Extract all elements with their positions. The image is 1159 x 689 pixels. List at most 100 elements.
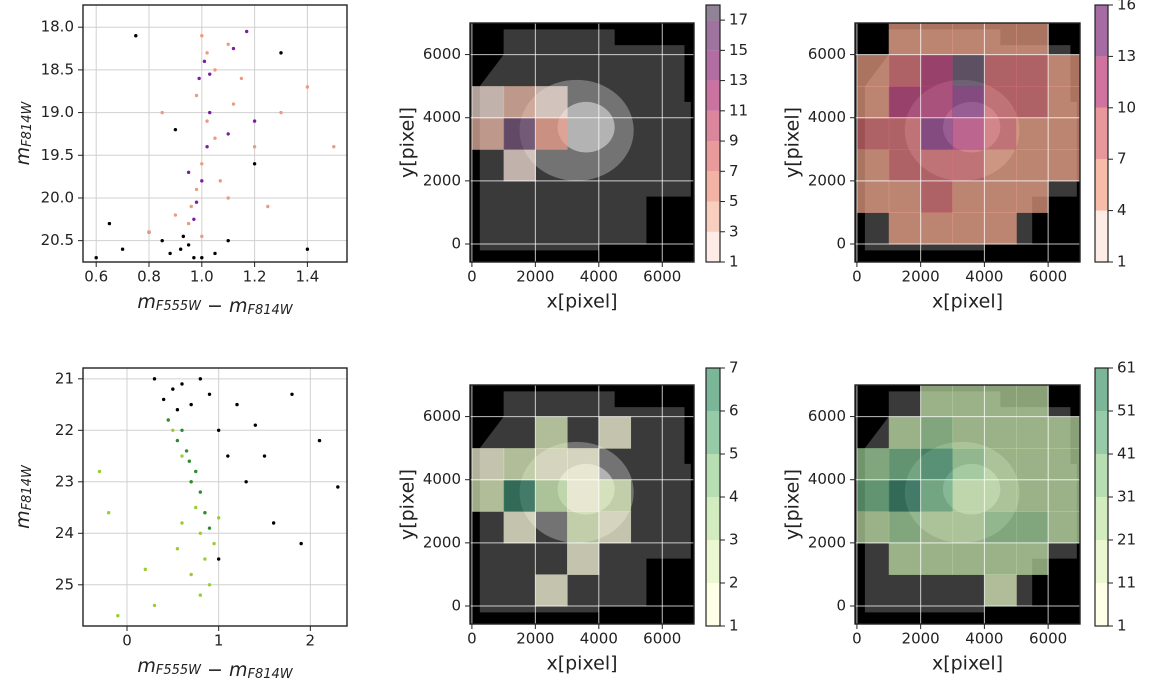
colorbar-tick-label: 51 xyxy=(1117,402,1136,420)
contour-cell xyxy=(920,117,954,150)
colorbar-band xyxy=(706,50,720,81)
point xyxy=(205,51,209,55)
point xyxy=(213,68,217,72)
contour-cell xyxy=(856,180,890,213)
colorbar-band xyxy=(706,5,720,21)
y-tick-label: 24 xyxy=(55,524,74,542)
colorbar-tick-label: 1 xyxy=(729,617,739,635)
point xyxy=(194,93,199,98)
x-tick-label: 4000 xyxy=(580,630,618,648)
x-axis-label: x[pixel] xyxy=(546,291,617,313)
colorbar-band xyxy=(1095,411,1108,454)
colorbar-tick-label: 5 xyxy=(729,192,739,210)
x-tick-label: 1 xyxy=(214,632,224,650)
colorbar-tick-label: 7 xyxy=(729,162,739,180)
point xyxy=(175,438,180,443)
contour-cell xyxy=(1048,416,1080,449)
colorbar-band xyxy=(706,497,720,540)
colorbar-band xyxy=(706,454,720,497)
axes-frame xyxy=(854,384,1081,625)
plot-area xyxy=(855,23,1080,262)
contour-cell xyxy=(598,511,632,544)
contour-cell xyxy=(920,385,954,418)
x-axis-label: x[pixel] xyxy=(546,653,617,675)
contour-cell xyxy=(952,23,985,56)
x-tick-label: 2 xyxy=(306,632,316,650)
y-tick-label: 2000 xyxy=(808,171,846,189)
point xyxy=(160,238,164,243)
point xyxy=(253,423,258,427)
contour-cell xyxy=(503,86,536,119)
colorbar-tick-label: 15 xyxy=(729,41,748,59)
colorbar-tick-label: 13 xyxy=(1117,47,1136,65)
point xyxy=(116,614,120,618)
point xyxy=(194,469,198,474)
point xyxy=(235,402,239,407)
point xyxy=(207,526,212,530)
contour-cell xyxy=(1048,511,1080,544)
contour-cell xyxy=(952,479,985,512)
contour-cell xyxy=(567,511,600,544)
y-tick-label: 19.5 xyxy=(41,146,74,164)
colorbar-band xyxy=(706,110,720,142)
point xyxy=(180,428,184,433)
contour-cell xyxy=(920,479,954,512)
contour-cell xyxy=(984,86,1017,119)
x-tick-label: 0 xyxy=(467,630,477,648)
y-tick-label: 0 xyxy=(836,597,846,615)
contour-cell xyxy=(535,416,568,449)
colorbar-band xyxy=(1095,583,1108,626)
point xyxy=(192,217,196,222)
point xyxy=(194,187,199,192)
point xyxy=(107,221,112,226)
plot-area xyxy=(83,5,347,262)
point xyxy=(189,204,193,209)
y-tick-label: 2000 xyxy=(423,533,461,551)
contour-cell xyxy=(535,574,568,607)
contour-cell xyxy=(888,86,922,119)
contour-cell xyxy=(920,54,954,87)
point xyxy=(216,516,221,520)
contour-cell xyxy=(856,86,890,119)
panel: 0.6 0.8 1.0 1.2 1.4 18.0 18.5 19.0 19.5 20.0 20.5 m… xyxy=(12,4,348,318)
y-tick-label: 4000 xyxy=(808,108,846,126)
contour-cell xyxy=(503,149,536,182)
point xyxy=(305,247,310,251)
y-tick-label: 4000 xyxy=(423,108,461,126)
point xyxy=(178,247,183,251)
point xyxy=(189,572,193,577)
contour-cell xyxy=(471,86,505,119)
x-tick-label: 6000 xyxy=(643,630,681,648)
contour-cell xyxy=(952,149,985,182)
y-tick-label: 6000 xyxy=(423,407,461,425)
point xyxy=(161,397,166,402)
point xyxy=(200,256,204,260)
y-tick-label: 2000 xyxy=(808,533,846,551)
x-tick-label: 2000 xyxy=(902,268,940,286)
point xyxy=(203,557,207,561)
y-tick-label: 18.0 xyxy=(41,18,74,36)
point xyxy=(180,382,184,386)
point xyxy=(226,42,230,46)
point xyxy=(208,110,212,115)
panel: 1 2 3 4 5 6 7 0 2000 4000 6000 0 2000 4000 6000 x[pixel… xyxy=(397,359,739,675)
point xyxy=(271,521,276,525)
contour-cell xyxy=(920,180,954,213)
colorbar-tick-label: 4 xyxy=(1117,201,1127,219)
panel: 0 1 2 21 22 23 24 25 mF555W − mF814W mF814W xyxy=(12,367,348,682)
y-tick-label: 18.5 xyxy=(41,60,74,78)
contour-cell xyxy=(888,416,922,449)
point xyxy=(205,145,209,149)
y-tick-label: 20.5 xyxy=(41,231,74,249)
point xyxy=(231,102,236,106)
colorbar-tick-label: 1 xyxy=(1117,617,1127,635)
y-tick-label: 6000 xyxy=(808,407,846,425)
point xyxy=(181,234,186,239)
contour-cell xyxy=(984,542,1017,575)
point xyxy=(197,76,201,81)
contour-cell xyxy=(984,385,1017,418)
colorbar-band xyxy=(706,411,720,454)
colorbar-band xyxy=(1095,107,1108,160)
colorbar-tick-label: 11 xyxy=(1117,574,1136,592)
point xyxy=(266,204,270,209)
